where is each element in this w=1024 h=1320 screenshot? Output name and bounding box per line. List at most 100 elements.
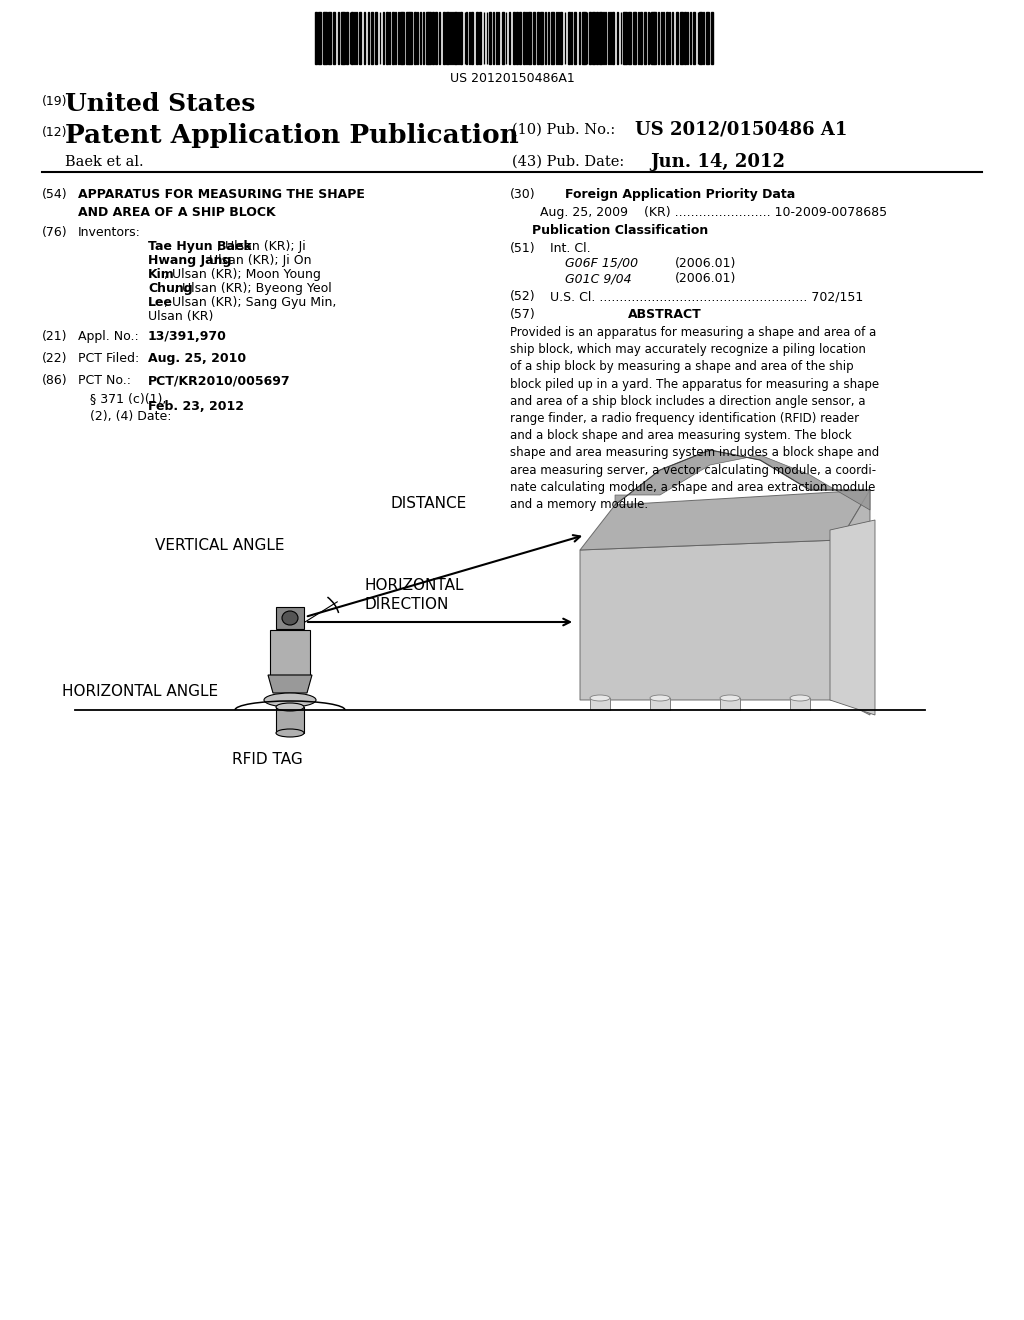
Text: (2006.01): (2006.01) (675, 272, 736, 285)
Text: Appl. No.:: Appl. No.: (78, 330, 138, 343)
Polygon shape (346, 12, 348, 63)
Polygon shape (690, 12, 691, 63)
Text: Tae Hyun Baek: Tae Hyun Baek (148, 240, 252, 253)
Polygon shape (386, 12, 388, 63)
Ellipse shape (276, 729, 304, 737)
Text: HORIZONTAL ANGLE: HORIZONTAL ANGLE (62, 684, 218, 700)
Polygon shape (699, 12, 701, 63)
Text: (12): (12) (42, 125, 68, 139)
Polygon shape (644, 12, 646, 63)
Polygon shape (596, 12, 598, 63)
Text: Jun. 14, 2012: Jun. 14, 2012 (650, 153, 785, 172)
Text: Publication Classification: Publication Classification (531, 224, 709, 238)
Text: , Ulsan (KR); Byeong Yeol: , Ulsan (KR); Byeong Yeol (174, 282, 332, 294)
Text: , Ulsan (KR); Moon Young: , Ulsan (KR); Moon Young (164, 268, 321, 281)
Polygon shape (693, 12, 695, 63)
Text: Inventors:: Inventors: (78, 226, 141, 239)
Polygon shape (315, 12, 317, 63)
Text: ABSTRACT: ABSTRACT (628, 308, 701, 321)
Polygon shape (707, 12, 709, 63)
Text: (19): (19) (42, 95, 68, 108)
Text: (2006.01): (2006.01) (675, 257, 736, 271)
Polygon shape (657, 12, 659, 63)
Ellipse shape (276, 704, 304, 711)
Polygon shape (585, 12, 586, 63)
Polygon shape (364, 12, 366, 63)
Text: (57): (57) (510, 308, 536, 321)
Text: US 20120150486A1: US 20120150486A1 (450, 73, 574, 84)
Text: Baek et al.: Baek et al. (65, 154, 143, 169)
Polygon shape (545, 12, 547, 63)
Polygon shape (368, 12, 370, 63)
Polygon shape (410, 12, 412, 63)
Polygon shape (672, 12, 673, 63)
Text: Foreign Application Priority Data: Foreign Application Priority Data (565, 187, 796, 201)
Ellipse shape (590, 696, 610, 701)
Polygon shape (790, 698, 810, 710)
Text: , Ulsan (KR); Ji: , Ulsan (KR); Ji (217, 240, 305, 253)
Polygon shape (276, 607, 304, 630)
Polygon shape (471, 12, 473, 63)
Polygon shape (720, 698, 740, 710)
Text: Feb. 23, 2012: Feb. 23, 2012 (148, 400, 244, 413)
Polygon shape (534, 12, 535, 63)
Polygon shape (650, 698, 670, 710)
Text: (86): (86) (42, 374, 68, 387)
Text: G06F 15/00: G06F 15/00 (565, 257, 638, 271)
Polygon shape (417, 12, 418, 63)
Polygon shape (341, 12, 343, 63)
Text: (54): (54) (42, 187, 68, 201)
Polygon shape (667, 12, 668, 63)
Polygon shape (475, 12, 478, 63)
Polygon shape (589, 12, 591, 63)
Text: DISTANCE: DISTANCE (390, 496, 466, 511)
Polygon shape (502, 12, 504, 63)
Polygon shape (551, 12, 554, 63)
Polygon shape (523, 12, 525, 63)
Polygon shape (392, 12, 394, 63)
Polygon shape (375, 12, 377, 63)
Ellipse shape (650, 696, 670, 701)
Polygon shape (516, 12, 518, 63)
Polygon shape (426, 12, 428, 63)
Text: RFID TAG: RFID TAG (232, 752, 303, 767)
Polygon shape (840, 490, 870, 715)
Polygon shape (629, 12, 631, 63)
Polygon shape (608, 12, 609, 63)
Text: PCT No.:: PCT No.: (78, 374, 131, 387)
Text: (52): (52) (510, 290, 536, 304)
Text: Lee: Lee (148, 296, 173, 309)
Polygon shape (676, 12, 678, 63)
Text: US 2012/0150486 A1: US 2012/0150486 A1 (635, 121, 848, 139)
Text: PCT/KR2010/005697: PCT/KR2010/005697 (148, 374, 291, 387)
Polygon shape (432, 12, 434, 63)
Ellipse shape (282, 611, 298, 624)
Polygon shape (599, 12, 602, 63)
Polygon shape (519, 12, 521, 63)
Text: Ulsan (KR): Ulsan (KR) (148, 310, 213, 323)
Polygon shape (711, 12, 713, 63)
Polygon shape (625, 12, 627, 63)
Polygon shape (359, 12, 361, 63)
Text: (10) Pub. No.:: (10) Pub. No.: (512, 123, 615, 137)
Polygon shape (580, 540, 840, 700)
Polygon shape (270, 630, 310, 675)
Polygon shape (612, 12, 614, 63)
Polygon shape (325, 12, 327, 63)
Polygon shape (420, 12, 421, 63)
Polygon shape (402, 12, 404, 63)
Ellipse shape (264, 693, 316, 708)
Text: United States: United States (65, 92, 255, 116)
Text: (76): (76) (42, 226, 68, 239)
Text: (30): (30) (510, 187, 536, 201)
Polygon shape (654, 12, 656, 63)
Ellipse shape (720, 696, 740, 701)
Polygon shape (435, 12, 437, 63)
Ellipse shape (790, 696, 810, 701)
Polygon shape (458, 12, 459, 63)
Text: APPARATUS FOR MEASURING THE SHAPE
AND AREA OF A SHIP BLOCK: APPARATUS FOR MEASURING THE SHAPE AND AR… (78, 187, 365, 219)
Polygon shape (541, 12, 543, 63)
Polygon shape (580, 490, 870, 550)
Polygon shape (446, 12, 449, 63)
Polygon shape (394, 12, 396, 63)
